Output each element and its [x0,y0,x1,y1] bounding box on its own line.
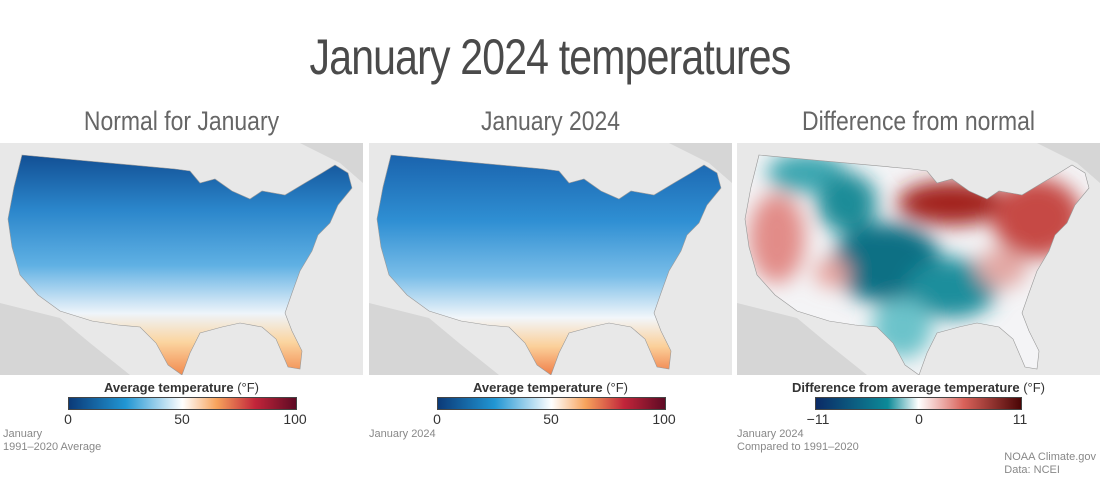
panel-note: January 1991–2020 Average [3,428,102,453]
legend-title: Average temperature (°F) [472,380,628,395]
tick-label: 0 [64,411,72,427]
map-normal [0,143,363,375]
tick-label: 0 [915,411,923,427]
tick-label: 50 [543,411,559,427]
tick-label: −11 [806,411,830,427]
credit: NOAA Climate.gov Data: NCEI [1004,451,1096,476]
tick-label: 11 [1012,411,1028,427]
panel-title-normal: Normal for January [83,106,280,136]
panel-title-difference: Difference from normal [801,106,1035,136]
legend-title: Difference from average temperature (°F) [791,380,1046,395]
tick-label: 0 [433,411,441,427]
panel-note: January 2024 Compared to 1991–2020 [737,428,859,453]
map-difference [737,143,1100,375]
colorbar [68,397,297,410]
legend-title: Average temperature (°F) [103,380,259,395]
colorbar [437,397,666,410]
map-jan2024 [369,143,732,375]
tick-label: 100 [652,411,676,427]
panel-title-jan2024: January 2024 [480,106,621,136]
main-title: January 2024 temperatures [309,29,792,85]
colorbar [815,397,1022,410]
tick-label: 50 [174,411,190,427]
tick-label: 100 [283,411,307,427]
panel-note: January 2024 [369,428,436,440]
